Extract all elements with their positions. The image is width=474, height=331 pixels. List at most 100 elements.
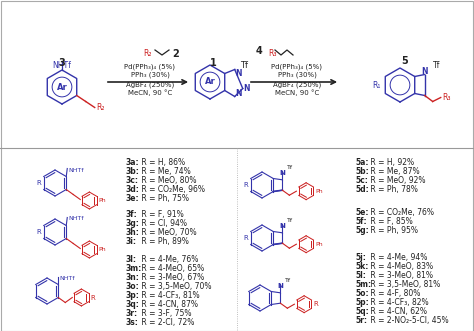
Text: NHTf: NHTf [68, 167, 84, 172]
Text: 5: 5 [401, 56, 409, 66]
Text: 3c:: 3c: [126, 176, 139, 185]
Text: R = 4-F, 80%: R = 4-F, 80% [368, 289, 420, 298]
Text: 5m:: 5m: [355, 280, 371, 289]
Text: Tf: Tf [287, 218, 293, 223]
Text: 5c:: 5c: [355, 176, 368, 185]
Text: Ph: Ph [316, 242, 323, 247]
Text: 4: 4 [255, 46, 262, 56]
Text: NHTf: NHTf [68, 216, 84, 221]
Text: N: N [279, 170, 285, 176]
Text: R = 3-MeO, 81%: R = 3-MeO, 81% [368, 271, 433, 280]
Text: 1: 1 [210, 58, 216, 68]
Text: R = Ph, 89%: R = Ph, 89% [139, 237, 189, 246]
Text: R = Ph, 75%: R = Ph, 75% [139, 194, 189, 203]
Text: Ar: Ar [56, 82, 67, 91]
Text: R = MeO, 70%: R = MeO, 70% [139, 228, 197, 237]
Text: 5q:: 5q: [355, 307, 369, 316]
Text: R = Cl, 94%: R = Cl, 94% [139, 219, 187, 228]
Text: 3s:: 3s: [126, 318, 139, 327]
Text: R: R [243, 235, 248, 241]
Text: R = 4-MeO, 65%: R = 4-MeO, 65% [139, 264, 204, 273]
Text: R = H, 92%: R = H, 92% [368, 158, 414, 167]
Text: 5d:: 5d: [355, 185, 369, 194]
Text: 5f:: 5f: [355, 217, 366, 226]
Text: R = CO₂Me, 76%: R = CO₂Me, 76% [368, 208, 434, 217]
Text: 3l:: 3l: [126, 255, 137, 264]
Text: R = CO₂Me, 96%: R = CO₂Me, 96% [139, 185, 205, 194]
Text: R = 4-MeO, 83%: R = 4-MeO, 83% [368, 262, 433, 271]
Text: R₂: R₂ [144, 49, 152, 58]
Text: 5l:: 5l: [355, 271, 366, 280]
Text: R = 4-Me, 76%: R = 4-Me, 76% [139, 255, 199, 264]
Text: R: R [243, 182, 248, 188]
Text: MeCN, 90 °C: MeCN, 90 °C [128, 89, 172, 96]
Text: 5p:: 5p: [355, 298, 369, 307]
Text: Tf: Tf [433, 62, 440, 71]
Text: NHTf: NHTf [53, 61, 72, 70]
Text: R = 4-CF₃, 81%: R = 4-CF₃, 81% [139, 291, 200, 300]
Text: R = 3-MeO, 67%: R = 3-MeO, 67% [139, 273, 204, 282]
Text: Ph: Ph [99, 198, 107, 203]
Text: 3d:: 3d: [126, 185, 140, 194]
Text: N: N [277, 283, 283, 289]
Text: 3a:: 3a: [126, 158, 140, 167]
Text: 3q:: 3q: [126, 300, 140, 309]
Text: R = MeO, 80%: R = MeO, 80% [139, 176, 197, 185]
Text: R₃: R₃ [268, 50, 276, 59]
Text: R = 4-CN, 62%: R = 4-CN, 62% [368, 307, 427, 316]
Text: R = MeO, 92%: R = MeO, 92% [368, 176, 426, 185]
Text: Pd(PPh₃)₄ (5%): Pd(PPh₃)₄ (5%) [125, 64, 175, 71]
Text: 5a:: 5a: [355, 158, 368, 167]
Text: Ph: Ph [316, 189, 323, 194]
Text: 3g:: 3g: [126, 219, 140, 228]
Text: 3r:: 3r: [126, 309, 138, 318]
Text: Ar: Ar [205, 77, 215, 86]
Text: 5b:: 5b: [355, 167, 369, 176]
Text: R = Me, 74%: R = Me, 74% [139, 167, 191, 176]
Text: N: N [244, 84, 250, 93]
Text: N: N [236, 88, 242, 98]
Text: R = F, 91%: R = F, 91% [139, 210, 184, 219]
Text: R = Ph, 95%: R = Ph, 95% [368, 226, 418, 235]
Text: R = Ph, 78%: R = Ph, 78% [368, 185, 418, 194]
Text: R = 2-NO₂-5-Cl, 45%: R = 2-NO₂-5-Cl, 45% [368, 316, 448, 325]
Text: R₃: R₃ [443, 93, 451, 102]
Text: Tf: Tf [285, 278, 292, 283]
Text: 3h:: 3h: [126, 228, 140, 237]
Text: R₁: R₁ [373, 80, 381, 89]
Text: MeCN, 90 °C: MeCN, 90 °C [275, 89, 319, 96]
Text: 3m:: 3m: [126, 264, 142, 273]
Text: N: N [236, 69, 242, 77]
Text: Ph: Ph [99, 247, 107, 252]
Text: 3p:: 3p: [126, 291, 140, 300]
Text: 3b:: 3b: [126, 167, 140, 176]
Text: N: N [279, 223, 285, 229]
Text: R = F, 85%: R = F, 85% [368, 217, 413, 226]
Text: Tf: Tf [287, 165, 293, 170]
Text: NHTf: NHTf [59, 275, 75, 280]
Text: 5k:: 5k: [355, 262, 368, 271]
Text: 5e:: 5e: [355, 208, 368, 217]
Text: R = 2-Cl, 72%: R = 2-Cl, 72% [139, 318, 194, 327]
Text: R = Me, 87%: R = Me, 87% [368, 167, 419, 176]
Text: R: R [36, 229, 41, 235]
Text: R = H, 86%: R = H, 86% [139, 158, 185, 167]
Text: 5o:: 5o: [355, 289, 369, 298]
Text: 5j:: 5j: [355, 253, 366, 262]
Text: R: R [314, 301, 319, 307]
Text: R: R [91, 295, 96, 301]
Text: 3: 3 [59, 58, 65, 68]
Text: 3o:: 3o: [126, 282, 140, 291]
Text: R = 3,5-MeO, 70%: R = 3,5-MeO, 70% [139, 282, 211, 291]
Text: R = 4-CF₃, 82%: R = 4-CF₃, 82% [368, 298, 428, 307]
Text: N: N [421, 68, 428, 76]
Text: 5r:: 5r: [355, 316, 367, 325]
Text: 3n:: 3n: [126, 273, 140, 282]
Text: PPh₃ (30%): PPh₃ (30%) [278, 71, 317, 77]
Text: R: R [36, 180, 41, 186]
Text: R = 4-Me, 94%: R = 4-Me, 94% [368, 253, 428, 262]
Text: 5g:: 5g: [355, 226, 369, 235]
Text: R = 4-CN, 87%: R = 4-CN, 87% [139, 300, 198, 309]
Text: 2: 2 [172, 49, 179, 59]
Text: PPh₃ (30%): PPh₃ (30%) [130, 71, 169, 77]
